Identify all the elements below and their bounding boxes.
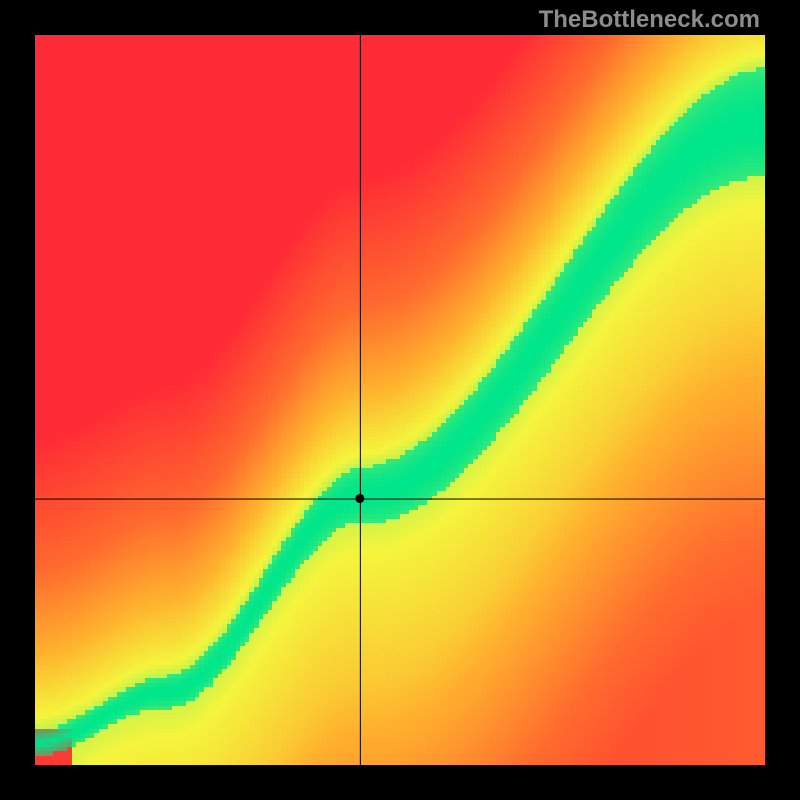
source-watermark: TheBottleneck.com <box>539 6 760 34</box>
bottleneck-heatmap <box>35 35 765 765</box>
chart-container: TheBottleneck.com <box>0 0 800 800</box>
